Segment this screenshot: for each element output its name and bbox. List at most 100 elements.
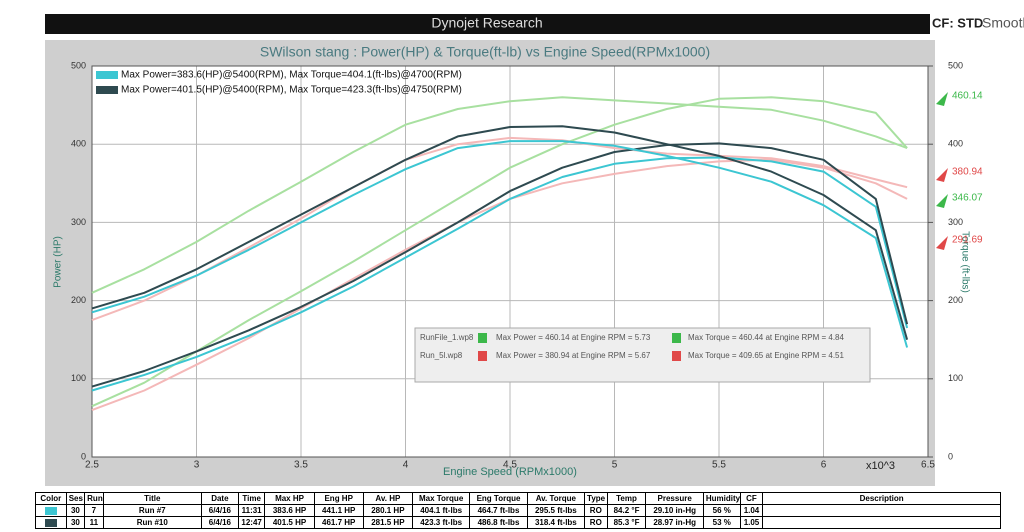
description-cell (762, 504, 1001, 517)
overlay-box (414, 327, 871, 383)
curve (91, 140, 909, 348)
table-cell: Run #7 (102, 504, 202, 517)
header-cell: Time (237, 492, 266, 505)
table-cell: 1.05 (739, 516, 764, 529)
curve (91, 136, 908, 322)
table-cell: 30 (65, 504, 86, 517)
y-tick-label: 400 (71, 139, 86, 149)
y2-tick-label: 500 (948, 60, 963, 70)
color-cell (35, 516, 67, 529)
x-tick-label: 5 (612, 460, 618, 471)
table-cell: 56 % (702, 504, 741, 517)
overlay-torque: Max Torque = 460.44 at Engine RPM = 4.84 (688, 333, 845, 342)
x-tick-label: 6.5 (921, 460, 935, 471)
table-cell: 28.97 in-Hg (645, 516, 704, 529)
annotation-arrow (936, 236, 948, 250)
table-cell: 84.2 °F (606, 504, 647, 517)
header-cell: Description (762, 492, 1001, 505)
legend-label: Max Power=401.5(HP)@5400(RPM), Max Torqu… (121, 85, 462, 96)
table-cell: RO (584, 516, 608, 529)
annotation-arrow (936, 168, 948, 182)
overlay-file: RunFile_1.wp8 (420, 333, 474, 342)
header-cell: Temp (606, 492, 647, 505)
curve (91, 142, 909, 388)
x-tick-label: 4.5 (503, 460, 517, 471)
table-cell: 1.04 (739, 504, 764, 517)
legend-swatch (96, 71, 118, 79)
table-cell: 53 % (702, 516, 741, 529)
y2-tick-label: 400 (948, 139, 963, 149)
table-cell: 29.10 in-Hg (645, 504, 704, 517)
header-cell: Run (84, 492, 104, 505)
x-tick-label: 4 (403, 460, 409, 471)
table-cell: 30 (65, 516, 86, 529)
legend-swatch (96, 86, 118, 94)
y-tick-label: 0 (81, 451, 86, 461)
table-row: 30 11 Run #10 6/4/16 12:47 401.5 HP 461.7 HP 28… (35, 516, 1001, 529)
annotation-label: 460.14 (952, 91, 983, 102)
table-cell: 85.3 °F (606, 516, 647, 529)
curve (91, 96, 908, 408)
x-tick-label: 3 (194, 460, 200, 471)
curve (91, 96, 908, 294)
table-cell: 7 (84, 504, 104, 517)
overlay-icon (478, 351, 487, 361)
table-cell: 404.1 ft-lbs (411, 504, 471, 517)
chart: Dynojet Research CF: STD Smooth SWilson … (45, 14, 1024, 486)
header-cell: Ses (65, 492, 86, 505)
annotation-label: 291.69 (952, 235, 983, 246)
header-cell: Av. HP (362, 492, 413, 505)
header-cell: Eng Torque (469, 492, 528, 505)
smoothing-label: Smooth (982, 15, 1024, 31)
y2-tick-label: 200 (948, 295, 963, 305)
header-cell: Max Torque (411, 492, 471, 505)
header-cell: Av. Torque (526, 492, 586, 505)
description-cell (762, 516, 1001, 529)
overlay-icon (672, 351, 681, 361)
y-tick-label: 100 (71, 373, 86, 383)
overlay-icon (672, 333, 681, 343)
header-row: Color Ses Run Title Date Time Max HP Eng HP Av. … (35, 492, 1001, 505)
annotation-label: 380.94 (952, 167, 983, 178)
x-multiplier: x10^3 (866, 460, 895, 472)
header-cell: Type (584, 492, 608, 505)
y-tick-label: 300 (71, 217, 86, 227)
header-cell: Pressure (645, 492, 704, 505)
y-axis-label: Power (HP) (53, 236, 64, 288)
table-cell: 318.4 ft-lbs (526, 516, 586, 529)
chart-title: SWilson stang : Power(HP) & Torque(ft-lb… (260, 44, 710, 60)
y-tick-label: 200 (71, 295, 86, 305)
x-tick-label: 5.5 (712, 460, 726, 471)
y2-tick-label: 300 (948, 217, 963, 227)
x-tick-label: 3.5 (294, 460, 308, 471)
table-cell: 486.8 ft-lbs (469, 516, 528, 529)
table-cell: 441.1 HP (313, 504, 364, 517)
table-cell: 461.7 HP (313, 516, 364, 529)
table-cell: 280.1 HP (362, 504, 413, 517)
table-cell: 11 (84, 516, 104, 529)
color-swatch (44, 518, 57, 527)
annotation-arrow (936, 194, 948, 208)
table-row: 30 7 Run #7 6/4/16 11:31 383.6 HP 441.1 HP 280.… (35, 504, 1001, 517)
table-cell: 295.5 ft-lbs (526, 504, 586, 517)
table-cell: 11:31 (237, 504, 266, 517)
overlay-power: Max Power = 380.94 at Engine RPM = 5.67 (496, 351, 651, 360)
curve (91, 125, 909, 340)
table-cell: Run #10 (102, 516, 202, 529)
header-title: Dynojet Research (431, 15, 542, 31)
table-cell: 383.6 HP (264, 504, 315, 517)
table-cell: 281.5 HP (362, 516, 413, 529)
header-cell: Date (200, 492, 239, 505)
overlay-power: Max Power = 460.14 at Engine RPM = 5.73 (496, 333, 651, 342)
header-cell: Humidity (702, 492, 741, 505)
annotation-label: 346.07 (952, 193, 983, 204)
y2-axis-label: Torque (ft-lbs) (959, 231, 970, 293)
header-cell: Max HP (264, 492, 315, 505)
table-cell: 464.7 ft-lbs (469, 504, 528, 517)
header-cell: CF (739, 492, 764, 505)
plot-border (91, 65, 929, 458)
table-cell: 401.5 HP (264, 516, 315, 529)
x-tick-label: 2.5 (85, 460, 99, 471)
table-cell: RO (584, 504, 608, 517)
